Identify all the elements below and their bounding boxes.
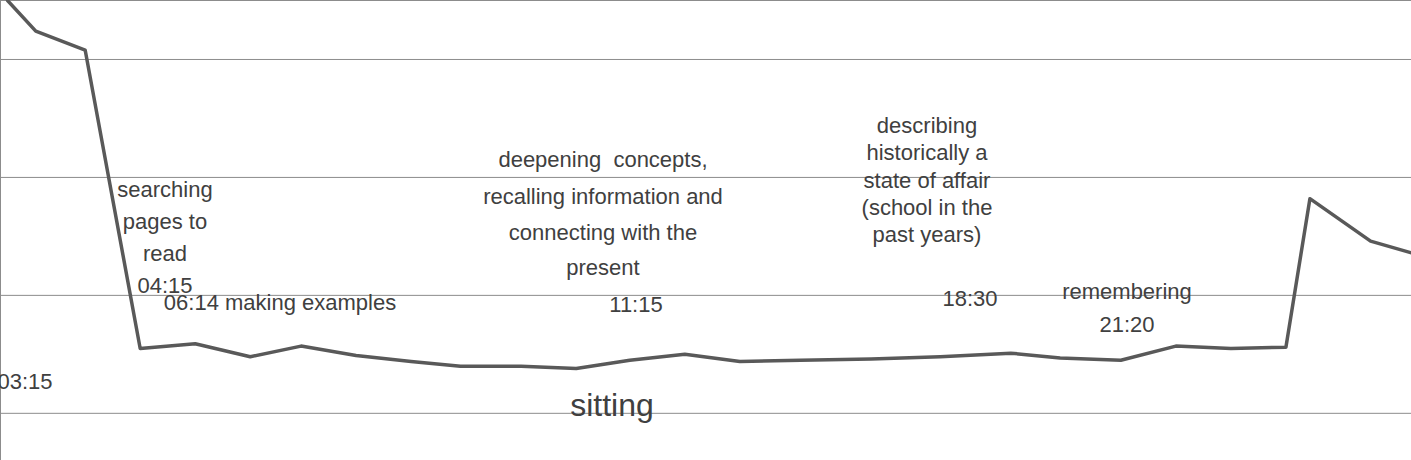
- svg-text:past years): past years): [873, 222, 982, 247]
- svg-text:06:14 making examples: 06:14 making examples: [164, 290, 396, 315]
- svg-text:describing: describing: [877, 113, 977, 138]
- svg-text:04:15: 04:15: [137, 273, 193, 298]
- svg-text:18:30: 18:30: [942, 286, 997, 311]
- svg-text:03:15: 03:15: [0, 369, 53, 394]
- svg-text:(school in the: (school in the: [862, 195, 993, 220]
- svg-text:remembering: remembering: [1062, 279, 1192, 304]
- svg-text:present: present: [566, 255, 639, 280]
- svg-text:read: read: [143, 241, 187, 266]
- svg-text:deepening concepts,: deepening concepts,: [498, 147, 707, 172]
- svg-text:sitting: sitting: [570, 387, 654, 423]
- svg-text:21:20: 21:20: [1099, 312, 1154, 337]
- svg-text:recalling information and: recalling information and: [483, 184, 723, 209]
- svg-text:connecting with the: connecting with the: [509, 220, 697, 245]
- svg-text:searching: searching: [117, 177, 212, 202]
- svg-text:historically a: historically a: [866, 140, 988, 165]
- svg-text:state of affair: state of affair: [864, 168, 991, 193]
- svg-text:pages to: pages to: [123, 209, 207, 234]
- svg-text:11:15: 11:15: [609, 292, 662, 317]
